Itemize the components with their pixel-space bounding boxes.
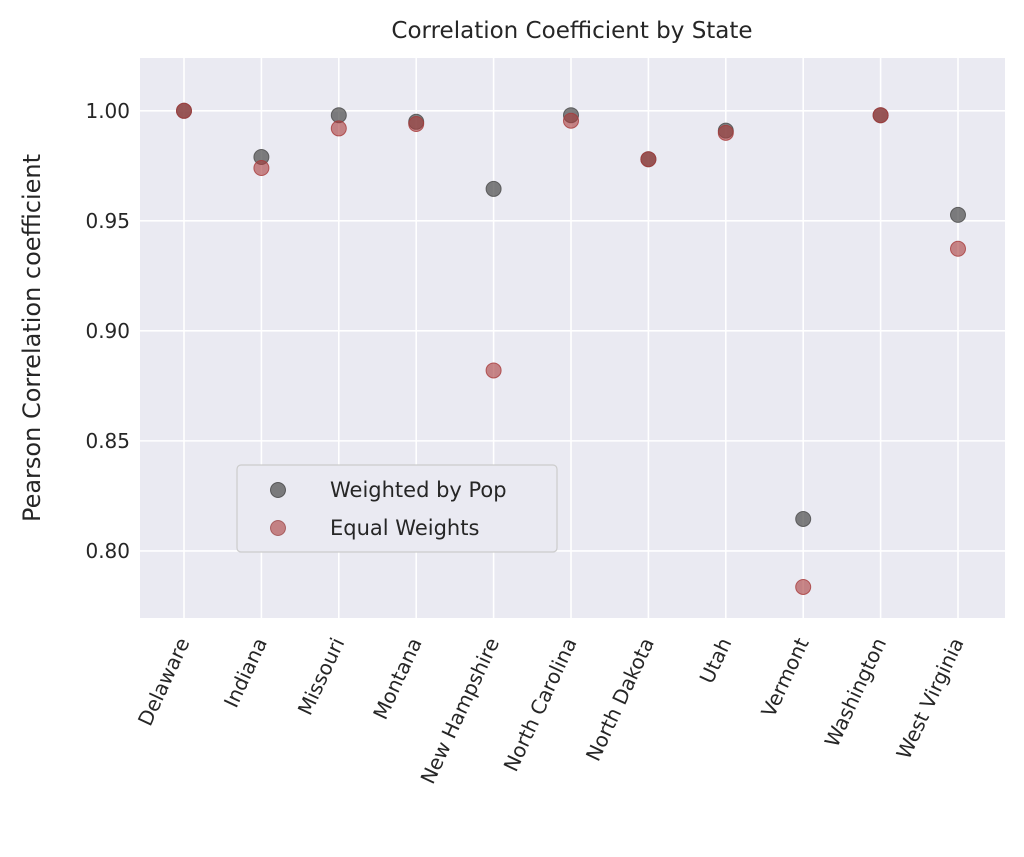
x-tick-label: New Hampshire <box>416 634 505 788</box>
legend-marker-equal <box>270 520 286 536</box>
x-tick-label: Montana <box>368 634 427 723</box>
grid <box>140 58 1005 618</box>
y-tick-label: 0.95 <box>85 209 130 233</box>
y-tick-label: 0.90 <box>85 319 130 343</box>
point-equal-montana <box>408 116 425 133</box>
x-tick-label: North Carolina <box>499 634 582 775</box>
legend-label-equal: Equal Weights <box>330 516 479 540</box>
y-axis-label: Pearson Correlation coefficient <box>18 154 46 522</box>
points <box>176 102 966 595</box>
point-equal-north-dakota <box>640 151 657 168</box>
x-tick-label: West Virginia <box>891 634 968 763</box>
x-tick-label: Missouri <box>293 634 350 719</box>
chart-title: Correlation Coefficient by State <box>391 18 752 44</box>
x-tick-label: Indiana <box>219 634 272 711</box>
point-weighted-west-virginia <box>950 206 966 223</box>
point-weighted-vermont <box>795 510 812 527</box>
point-equal-indiana <box>253 160 270 177</box>
legend-label-weighted: Weighted by Pop <box>330 478 507 502</box>
point-equal-west-virginia <box>950 240 966 257</box>
point-equal-vermont <box>795 578 812 595</box>
legend: Weighted by Pop Equal Weights <box>236 464 558 553</box>
point-equal-utah <box>717 124 734 141</box>
x-tick-label: Delaware <box>133 634 195 730</box>
point-equal-delaware <box>176 102 192 119</box>
legend-marker-weighted <box>270 482 286 498</box>
x-tick-label: Utah <box>695 634 737 687</box>
x-tick-label: Washington <box>820 634 891 751</box>
point-equal-washington <box>872 107 889 124</box>
y-tick-label: 0.85 <box>85 429 130 453</box>
y-tick-labels: 0.80 0.85 0.90 0.95 1.00 <box>85 99 130 563</box>
x-tick-label: Vermont <box>756 634 814 721</box>
point-equal-new-hampshire <box>485 362 502 379</box>
x-tick-label: North Dakota <box>581 634 659 765</box>
point-weighted-new-hampshire <box>485 180 502 197</box>
y-tick-label: 0.80 <box>85 539 130 563</box>
y-tick-label: 1.00 <box>85 99 130 123</box>
point-equal-north-carolina <box>563 112 579 129</box>
point-equal-missouri <box>330 120 347 137</box>
